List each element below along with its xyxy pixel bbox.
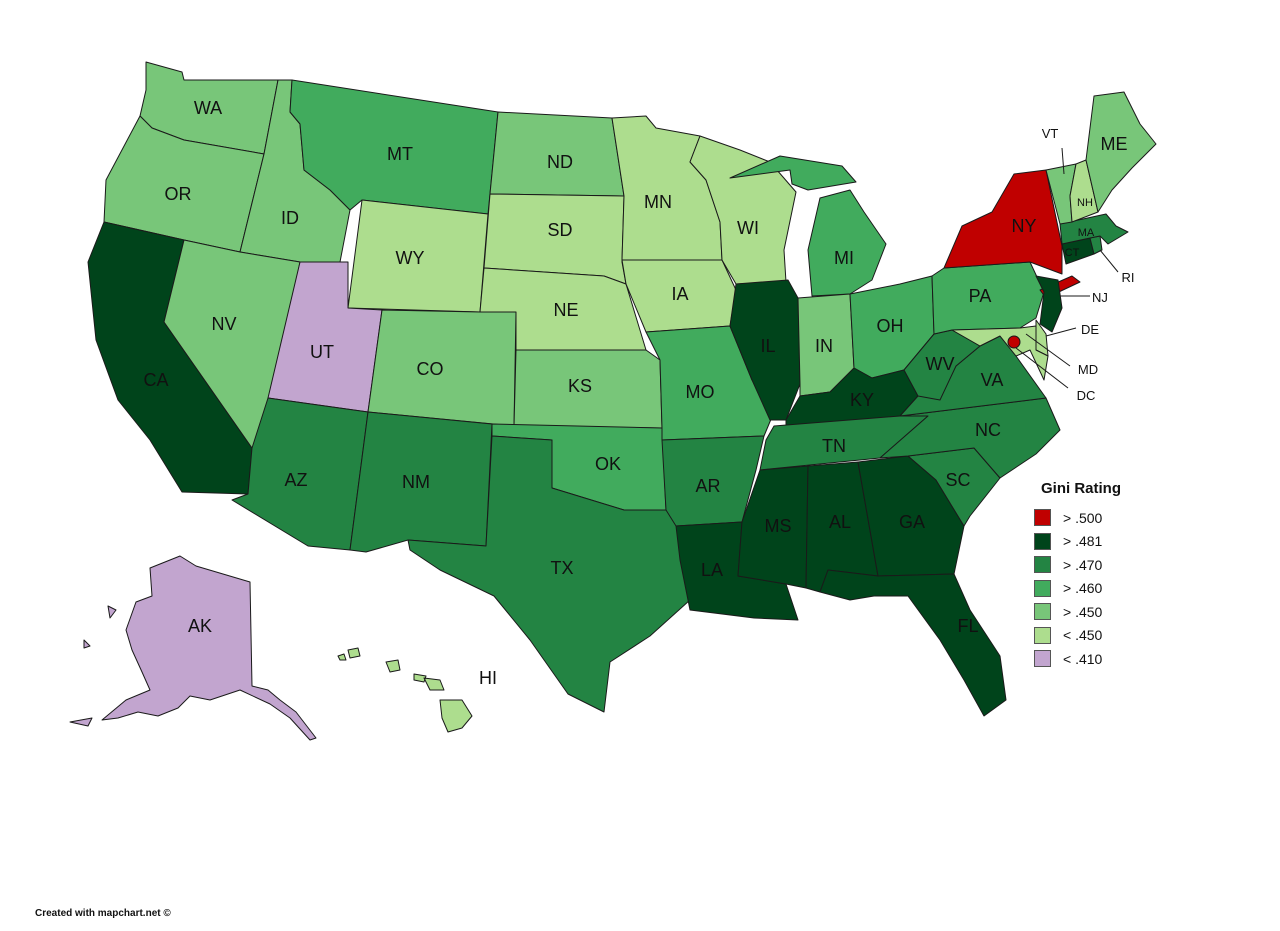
state-hi[interactable] <box>337 647 473 733</box>
label-la: LA <box>701 560 723 580</box>
legend-item: > .470 <box>1034 553 1121 577</box>
label-fl: FL <box>957 616 978 636</box>
label-co: CO <box>417 359 444 379</box>
label-nd: ND <box>547 152 573 172</box>
label-leaders <box>1015 147 1119 389</box>
label-de: DE <box>1081 322 1099 337</box>
label-wv: WV <box>926 354 955 374</box>
label-wy: WY <box>396 248 425 268</box>
legend-item: > .460 <box>1034 577 1121 601</box>
label-or: OR <box>165 184 192 204</box>
legend-item: > .450 <box>1034 600 1121 624</box>
label-il: IL <box>760 336 775 356</box>
label-ar: AR <box>695 476 720 496</box>
label-nc: NC <box>975 420 1001 440</box>
label-ms: MS <box>765 516 792 536</box>
legend-label: < .410 <box>1063 650 1103 667</box>
label-ks: KS <box>568 376 592 396</box>
label-sc: SC <box>945 470 970 490</box>
state-nj[interactable] <box>1035 275 1063 333</box>
credit-text: Created with mapchart.net © <box>35 908 171 919</box>
state-ak[interactable] <box>69 555 317 741</box>
label-mt: MT <box>387 144 413 164</box>
label-ok: OK <box>595 454 621 474</box>
legend-label: < .450 <box>1063 627 1103 644</box>
label-ri: RI <box>1122 270 1135 285</box>
label-in: IN <box>815 336 833 356</box>
label-mo: MO <box>686 382 715 402</box>
legend-swatch <box>1034 532 1051 550</box>
label-nv: NV <box>211 314 236 334</box>
label-vt: VT <box>1042 126 1059 141</box>
state-me[interactable] <box>1085 91 1157 213</box>
legend-label: > .450 <box>1063 603 1103 620</box>
label-ga: GA <box>899 512 925 532</box>
legend-label: > .500 <box>1063 509 1103 526</box>
legend-swatch <box>1034 556 1051 574</box>
legend-title: Gini Rating <box>1041 480 1121 497</box>
label-ma: MA <box>1078 227 1095 239</box>
state-mi[interactable] <box>729 155 887 297</box>
label-nh: NH <box>1077 197 1093 209</box>
legend-swatch <box>1034 626 1051 644</box>
label-ct: CT <box>1065 247 1080 259</box>
label-ut: UT <box>310 342 334 362</box>
legend-swatch <box>1034 509 1051 527</box>
label-wa: WA <box>194 98 222 118</box>
label-ca: CA <box>143 370 168 390</box>
legend-swatch <box>1034 603 1051 621</box>
legend-swatch <box>1034 650 1051 668</box>
label-md: MD <box>1078 362 1098 377</box>
label-tn: TN <box>822 436 846 456</box>
label-hi: HI <box>479 668 497 688</box>
label-nj: NJ <box>1092 290 1108 305</box>
state-ma[interactable] <box>1059 213 1129 245</box>
label-pa: PA <box>969 286 992 306</box>
legend-item: > .481 <box>1034 530 1121 554</box>
label-nm: NM <box>402 472 430 492</box>
label-az: AZ <box>284 470 307 490</box>
label-ne: NE <box>553 300 578 320</box>
legend: Gini Rating > .500 > .481 > .470 > .460 … <box>1034 480 1121 671</box>
label-me: ME <box>1101 134 1128 154</box>
legend-swatch <box>1034 579 1051 597</box>
label-ak: AK <box>188 616 212 636</box>
label-dc: DC <box>1077 388 1096 403</box>
state-nh[interactable] <box>1069 159 1099 223</box>
legend-label: > .460 <box>1063 580 1103 597</box>
state-tx[interactable] <box>407 435 691 713</box>
legend-item: < .410 <box>1034 647 1121 671</box>
label-tx: TX <box>550 558 573 578</box>
label-mn: MN <box>644 192 672 212</box>
label-al: AL <box>829 512 851 532</box>
label-mi: MI <box>834 248 854 268</box>
label-sd: SD <box>547 220 572 240</box>
state-dc[interactable] <box>1007 335 1021 349</box>
label-ky: KY <box>850 390 874 410</box>
label-oh: OH <box>877 316 904 336</box>
label-ia: IA <box>671 284 688 304</box>
legend-item: > .500 <box>1034 506 1121 530</box>
label-id: ID <box>281 208 299 228</box>
legend-item: < .450 <box>1034 624 1121 648</box>
label-wi: WI <box>737 218 759 238</box>
state-fl[interactable] <box>819 569 1007 717</box>
label-ny: NY <box>1011 216 1036 236</box>
label-va: VA <box>981 370 1004 390</box>
state-nc[interactable] <box>879 397 1061 479</box>
legend-label: > .481 <box>1063 533 1103 550</box>
legend-label: > .470 <box>1063 556 1103 573</box>
state-md[interactable] <box>951 325 1049 381</box>
